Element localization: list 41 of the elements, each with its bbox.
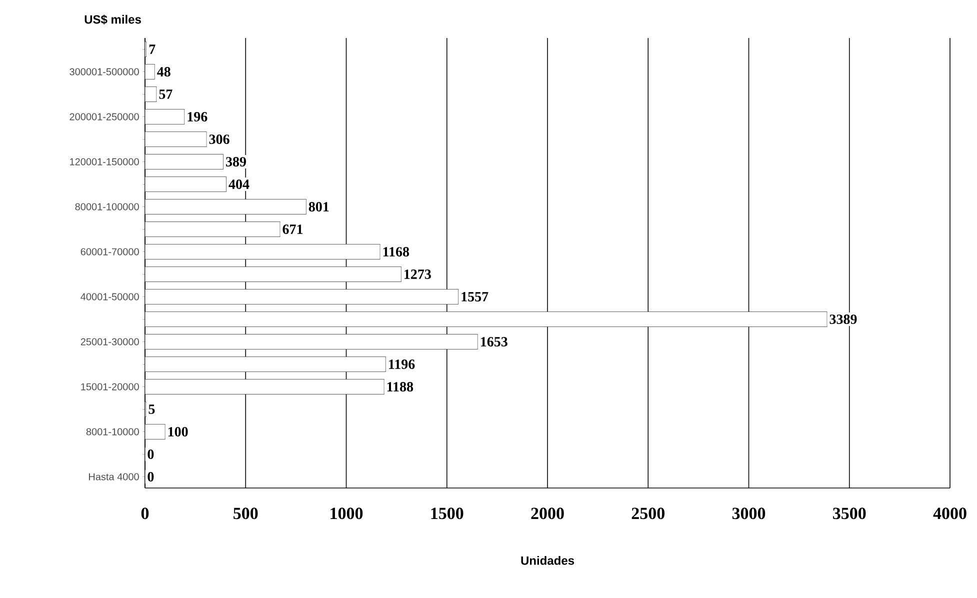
data-label: 801: [308, 202, 329, 212]
x-tick-label: 4000: [933, 508, 966, 520]
x-tick-label: 0: [141, 508, 149, 520]
y-tick-label: 40001-50000: [80, 293, 139, 300]
y-tick-label: 15001-20000: [81, 383, 139, 390]
x-tick-label: 3500: [833, 508, 866, 520]
data-label: 3389: [830, 314, 857, 324]
data-label: 196: [188, 112, 208, 122]
x-tick-label: 2500: [632, 508, 664, 520]
y-tick-label: 80001-100000: [75, 203, 139, 210]
data-label: 1188: [387, 382, 414, 392]
data-label: 671: [282, 224, 303, 234]
y-tick-label: 300001-500000: [70, 68, 139, 76]
x-axis-title: Unidades: [521, 556, 574, 565]
data-label: 1168: [383, 247, 410, 256]
data-label: 7: [149, 44, 156, 54]
data-label: 306: [209, 134, 230, 144]
x-tick-label: 3000: [732, 508, 766, 520]
data-label: 0: [148, 450, 154, 459]
y-axis-title: US$ miles: [84, 14, 141, 24]
data-label: 1196: [389, 360, 415, 369]
data-label: 5: [148, 404, 155, 414]
x-tick-label: 1500: [431, 508, 464, 520]
data-label: 100: [168, 427, 188, 436]
data-label: 57: [159, 90, 172, 99]
x-tick-label: 1000: [330, 508, 363, 520]
y-tick-label: 120001-150000: [70, 158, 139, 166]
data-label: 1557: [462, 292, 488, 302]
y-tick-label: 60001-70000: [80, 248, 139, 256]
y-tick-label: 8001-10000: [86, 428, 139, 436]
data-label: 404: [228, 180, 250, 189]
y-tick-label: 200001-250000: [70, 113, 139, 120]
data-label: 1653: [481, 337, 508, 346]
data-label: 48: [157, 67, 170, 76]
y-tick-label: Hasta 4000: [89, 473, 139, 480]
x-tick-label: 2000: [531, 508, 564, 520]
data-label: 389: [226, 157, 246, 166]
data-label: 0: [148, 472, 154, 482]
x-tick-label: 500: [234, 508, 258, 520]
data-label: 1273: [404, 270, 431, 279]
y-tick-label: 25001-30000: [80, 338, 139, 346]
